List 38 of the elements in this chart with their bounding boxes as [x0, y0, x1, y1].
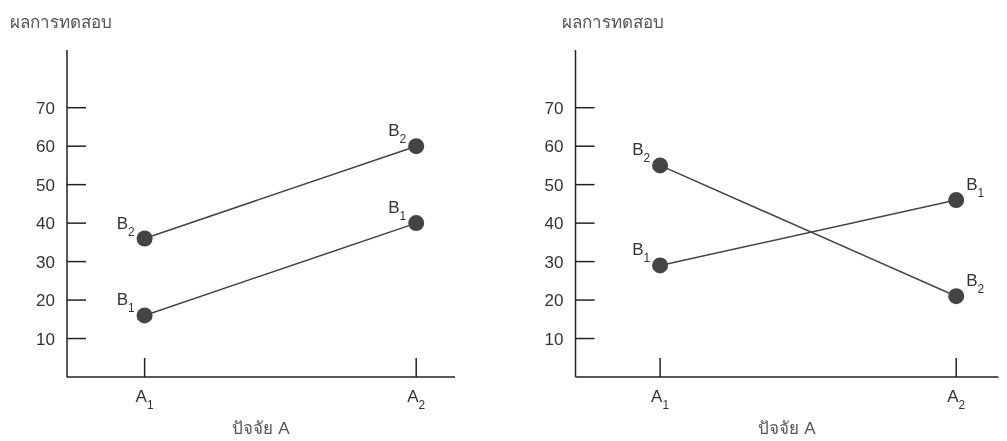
- y-tick-label: 20: [544, 291, 564, 311]
- y-tick-label: 10: [36, 329, 55, 349]
- chart-title: ผลการทดสอบ: [561, 13, 664, 32]
- y-tick-label: 40: [36, 214, 55, 234]
- y-tick-label: 50: [544, 175, 564, 195]
- y-tick-label: 70: [544, 98, 564, 118]
- text: B$_{2}$: [388, 121, 407, 147]
- y-tick-label: 20: [36, 291, 55, 311]
- point: [408, 215, 425, 232]
- y-tick-label: 60: [36, 137, 55, 157]
- point: [948, 192, 965, 209]
- point: [652, 157, 669, 174]
- point: [136, 230, 153, 247]
- point: [136, 307, 153, 324]
- text: B$_{2}$: [632, 140, 651, 166]
- text: B$_{1}$: [632, 240, 651, 266]
- x-tick-label: A$_{2}$: [407, 387, 426, 412]
- series-label: B$_{2}$: [966, 271, 985, 297]
- x-tick-label: A$_{1}$: [651, 387, 670, 412]
- x-axis-title: ปัจจัย A: [232, 419, 291, 438]
- series-label: B$_{1}$: [116, 290, 135, 316]
- y-tick-label: 70: [36, 98, 55, 118]
- y-tick-label: 50: [36, 175, 55, 195]
- x-tick-label: A$_{2}$: [947, 387, 966, 412]
- series-label: B$_{1}$: [966, 175, 985, 201]
- point: [948, 288, 965, 305]
- x-axis-title: ปัจจัย A: [758, 419, 817, 438]
- point: [652, 257, 669, 274]
- y-tick-label: 30: [544, 252, 564, 272]
- point: [408, 138, 425, 155]
- y-tick-label: 40: [544, 214, 564, 234]
- y-tick-label: 60: [544, 137, 564, 157]
- y-tick-label: 30: [36, 252, 55, 272]
- x-tick-label: A$_{1}$: [135, 387, 154, 412]
- text: B$_{1}$: [388, 198, 407, 224]
- series-label: B$_{2}$: [116, 213, 135, 239]
- y-tick-label: 10: [544, 329, 564, 349]
- chart-title: ผลการทดสอบ: [10, 13, 112, 32]
